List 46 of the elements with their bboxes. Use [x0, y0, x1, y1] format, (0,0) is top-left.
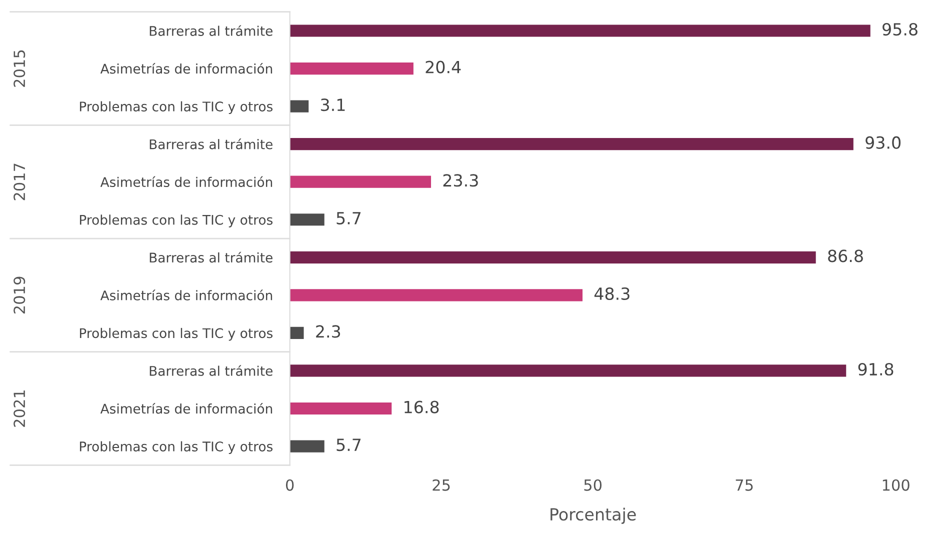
data-label: 5.7	[336, 438, 361, 452]
data-label: 23.3	[443, 174, 478, 187]
text: 2015	[14, 50, 26, 87]
x-axis-title: Porcentaje	[550, 508, 636, 524]
y-tick-label: Asimetrías de información	[100, 402, 272, 414]
y-tick-label: Problemas con las TIC y otros	[80, 101, 273, 114]
data-label: 48.3	[594, 287, 630, 300]
y-tick-label: Barreras al trámite	[150, 365, 272, 376]
text: 2017	[14, 164, 26, 200]
bar	[290, 440, 324, 452]
y-tick-label: Problemas con las TIC y otros	[80, 328, 273, 341]
y-tick-label: Problemas con las TIC y otros	[80, 214, 273, 228]
data-label: 86.8	[828, 250, 863, 262]
data-label: 3.1	[320, 98, 345, 112]
data-label: 2.3	[316, 325, 340, 338]
x-tick-label: 25	[432, 479, 450, 491]
x-tick-label: 0	[286, 479, 294, 491]
y-tick-label: Problemas con las TIC y otros	[80, 441, 273, 454]
data-label: 95.8	[882, 22, 918, 36]
bar	[290, 100, 309, 112]
bar	[290, 138, 854, 150]
bar	[290, 214, 324, 226]
y-tick-label: Asimetrías de información	[100, 62, 272, 74]
bar	[290, 289, 583, 302]
text: 2019	[14, 276, 26, 314]
bar	[290, 176, 432, 188]
text: 2021	[14, 390, 26, 427]
data-label: 5.7	[336, 212, 361, 224]
x-tick-label: 50	[584, 479, 602, 491]
bar	[290, 251, 816, 264]
bar	[290, 402, 392, 415]
x-tick-label: 75	[736, 480, 753, 491]
bar	[290, 62, 414, 75]
x-tick-label: 100	[882, 479, 910, 491]
data-label: 16.8	[404, 400, 439, 414]
y-tick-label: Asimetrías de información	[100, 176, 272, 188]
bar	[290, 24, 870, 37]
y-tick-label: Barreras al trámite	[150, 25, 272, 36]
bar	[290, 364, 846, 377]
data-label: 91.8	[858, 362, 894, 376]
bar	[290, 326, 304, 339]
data-label: 20.4	[426, 60, 461, 74]
y-tick-label: Barreras al trámite	[150, 252, 272, 263]
y-tick-label: Asimetrías de información	[100, 290, 272, 300]
y-tick-label: Barreras al trámite	[150, 138, 272, 150]
data-label: 93.0	[866, 136, 901, 149]
